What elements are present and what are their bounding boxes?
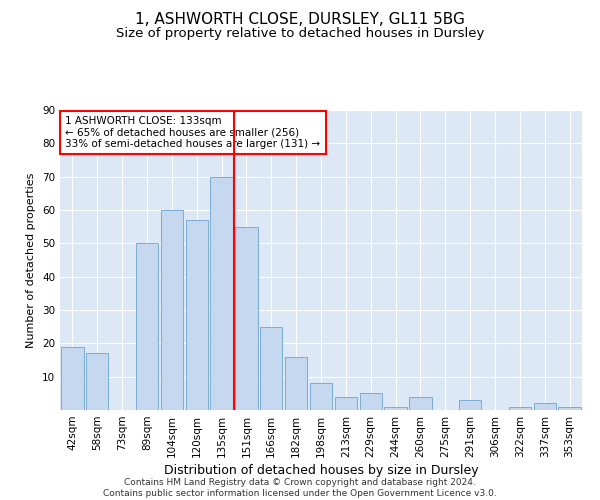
Bar [260, 326, 283, 410]
Text: 1, ASHWORTH CLOSE, DURSLEY, GL11 5BG: 1, ASHWORTH CLOSE, DURSLEY, GL11 5BG [135, 12, 465, 28]
Bar [359, 394, 382, 410]
Bar [335, 396, 357, 410]
Text: Contains HM Land Registry data © Crown copyright and database right 2024.
Contai: Contains HM Land Registry data © Crown c… [103, 478, 497, 498]
Bar [509, 406, 531, 410]
Bar [533, 404, 556, 410]
Bar [136, 244, 158, 410]
Bar [235, 226, 257, 410]
Bar [61, 346, 83, 410]
X-axis label: Distribution of detached houses by size in Dursley: Distribution of detached houses by size … [164, 464, 478, 477]
Bar [409, 396, 431, 410]
Text: Size of property relative to detached houses in Dursley: Size of property relative to detached ho… [116, 28, 484, 40]
Text: 1 ASHWORTH CLOSE: 133sqm
← 65% of detached houses are smaller (256)
33% of semi-: 1 ASHWORTH CLOSE: 133sqm ← 65% of detach… [65, 116, 320, 149]
Bar [86, 354, 109, 410]
Bar [211, 176, 233, 410]
Y-axis label: Number of detached properties: Number of detached properties [26, 172, 37, 348]
Bar [310, 384, 332, 410]
Bar [185, 220, 208, 410]
Bar [285, 356, 307, 410]
Bar [459, 400, 481, 410]
Bar [161, 210, 183, 410]
Bar [559, 406, 581, 410]
Bar [385, 406, 407, 410]
